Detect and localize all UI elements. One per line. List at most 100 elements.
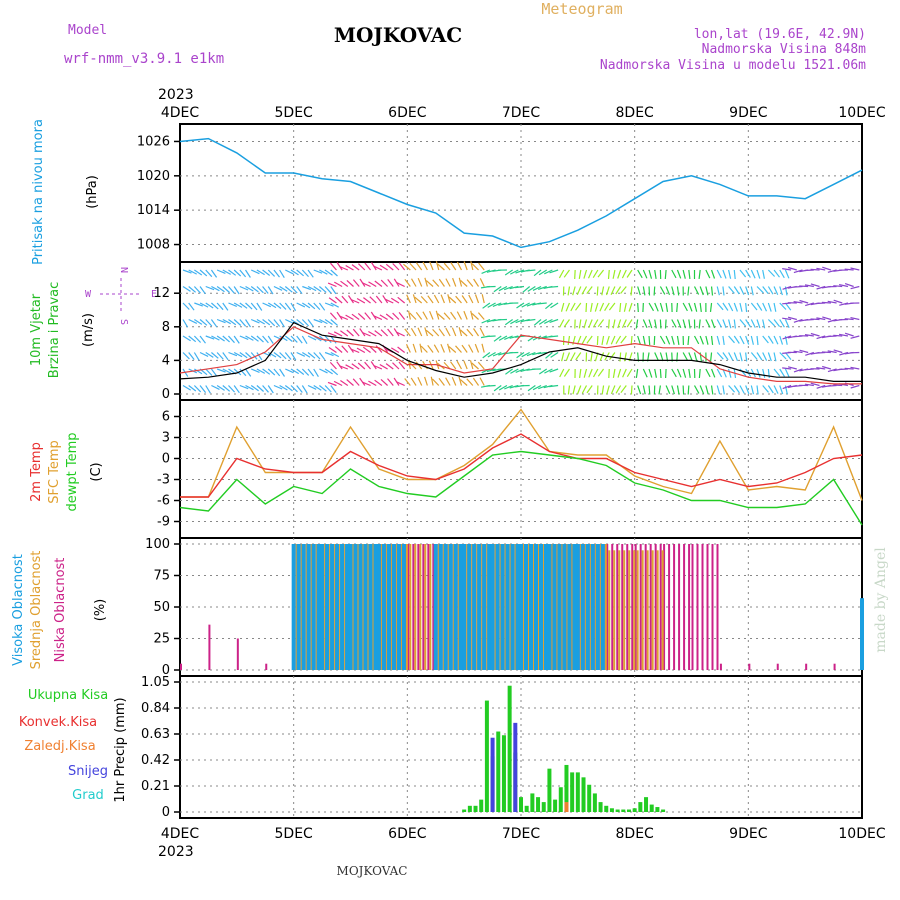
wind-arrow bbox=[333, 380, 343, 387]
wind-arrow bbox=[409, 362, 417, 370]
wind-arrow bbox=[544, 368, 553, 374]
wind-arrow bbox=[628, 302, 633, 312]
wind-arrow bbox=[687, 335, 690, 346]
x-tick-label-top: 9DEC bbox=[729, 105, 768, 121]
wind-arrow bbox=[592, 368, 599, 378]
wind-arrow bbox=[216, 286, 225, 293]
wind-arrow bbox=[577, 385, 582, 395]
wind-arrow bbox=[659, 319, 662, 329]
wind-arrow bbox=[417, 377, 423, 386]
wind-arrow bbox=[750, 385, 755, 395]
wind-arrow bbox=[397, 296, 406, 304]
wind-arrow bbox=[362, 282, 371, 288]
wind-arrow bbox=[210, 368, 218, 377]
wind-arrow bbox=[722, 286, 725, 296]
cloud-high-bar bbox=[552, 544, 557, 670]
wind-arrow bbox=[822, 365, 832, 370]
wind-arrow bbox=[516, 352, 525, 359]
wind-arrow bbox=[705, 335, 709, 345]
wind-arrow bbox=[352, 279, 360, 287]
wind-arrow bbox=[273, 319, 281, 327]
precip-total-bar bbox=[638, 802, 643, 812]
wind-arrow bbox=[374, 280, 383, 287]
wind-arrow bbox=[592, 319, 599, 328]
wind-arrow bbox=[398, 262, 406, 271]
wind-arrow bbox=[458, 277, 463, 287]
wind-arrow bbox=[710, 368, 716, 378]
cloud-low-bar bbox=[706, 544, 709, 670]
cloud-high-bar bbox=[363, 544, 368, 670]
wind-arrow bbox=[821, 301, 831, 304]
wind-arrow bbox=[733, 269, 736, 280]
wind-arrow bbox=[233, 385, 240, 394]
model-elevation-label: Nadmorska Visina u modelu 1521.06m bbox=[600, 58, 866, 73]
wind-arrow bbox=[474, 343, 480, 353]
wind-arrow bbox=[313, 269, 323, 274]
wind-arrow bbox=[385, 313, 394, 320]
cloud-low-bar bbox=[236, 638, 239, 670]
wind-arrow bbox=[404, 328, 411, 337]
precip-total-bar bbox=[501, 735, 506, 812]
wind-arrow bbox=[245, 368, 252, 377]
precip-total-bar bbox=[547, 768, 552, 812]
wind-arrow bbox=[182, 302, 190, 310]
wind-arrow bbox=[256, 352, 263, 361]
wind-arrow bbox=[493, 335, 502, 342]
wind-arrow bbox=[456, 360, 463, 370]
wind-arrow bbox=[296, 335, 303, 344]
wind-arrow bbox=[716, 302, 724, 311]
cloud-mid-bar bbox=[618, 550, 621, 670]
wind-arrow bbox=[687, 385, 690, 395]
wind-arrow bbox=[805, 302, 815, 307]
pressure-unit: (hPa) bbox=[85, 175, 100, 209]
wind-arrow bbox=[590, 352, 593, 362]
cloud-high-bar bbox=[495, 544, 500, 670]
wind-arrow bbox=[699, 385, 705, 395]
wind-arrow bbox=[563, 319, 570, 328]
wind-arrow bbox=[216, 352, 224, 360]
wind-arrow bbox=[804, 383, 814, 387]
wind-arrow bbox=[356, 347, 366, 354]
wind-arrow bbox=[346, 329, 354, 337]
wind-arrow bbox=[374, 379, 383, 386]
wind-arrow bbox=[687, 286, 690, 296]
wind-arrow bbox=[384, 298, 394, 304]
wind-arrow bbox=[458, 376, 463, 386]
wind-arrow bbox=[588, 368, 593, 378]
precip-total-bar bbox=[609, 808, 614, 812]
precip-total-bar bbox=[564, 764, 569, 812]
wind-arrow bbox=[470, 261, 474, 271]
wind-arrow bbox=[216, 335, 225, 342]
wind-arrow bbox=[810, 382, 820, 387]
wind-arrow bbox=[597, 269, 605, 278]
wind-arrow bbox=[827, 269, 837, 273]
wind-arrow bbox=[456, 311, 463, 320]
wind-arrow bbox=[570, 352, 576, 361]
x-tick-label-bottom: 5DEC bbox=[275, 826, 314, 842]
wind-arrow bbox=[443, 312, 451, 320]
wind-arrow bbox=[505, 368, 513, 375]
wind-arrow bbox=[222, 352, 229, 361]
cloud-high-bar bbox=[348, 544, 353, 670]
cloud-low-bar bbox=[678, 544, 681, 670]
wind-arrow bbox=[233, 351, 243, 358]
wind-arrow bbox=[665, 302, 669, 312]
wind-arrow bbox=[284, 302, 292, 311]
y-tick-label: 1008 bbox=[137, 238, 170, 253]
wind-arrow bbox=[369, 345, 377, 353]
wind-arrow bbox=[787, 266, 797, 271]
precip-total-bar bbox=[479, 799, 484, 812]
wind-arrow bbox=[262, 302, 272, 308]
cloud-high-bar bbox=[401, 544, 406, 670]
y-tick-label: 0 bbox=[162, 805, 170, 820]
wind-arrow bbox=[250, 286, 259, 293]
wind-arrow bbox=[549, 285, 559, 288]
wind-arrow bbox=[515, 269, 525, 274]
precip-total-bar bbox=[473, 805, 478, 812]
wind-arrow bbox=[194, 269, 203, 276]
y-tick-label: 0 bbox=[162, 452, 170, 467]
wind-arrow bbox=[450, 311, 457, 320]
wind-arrow bbox=[816, 367, 826, 370]
wind-arrow bbox=[409, 312, 417, 320]
cloud-high-bar bbox=[325, 544, 330, 670]
